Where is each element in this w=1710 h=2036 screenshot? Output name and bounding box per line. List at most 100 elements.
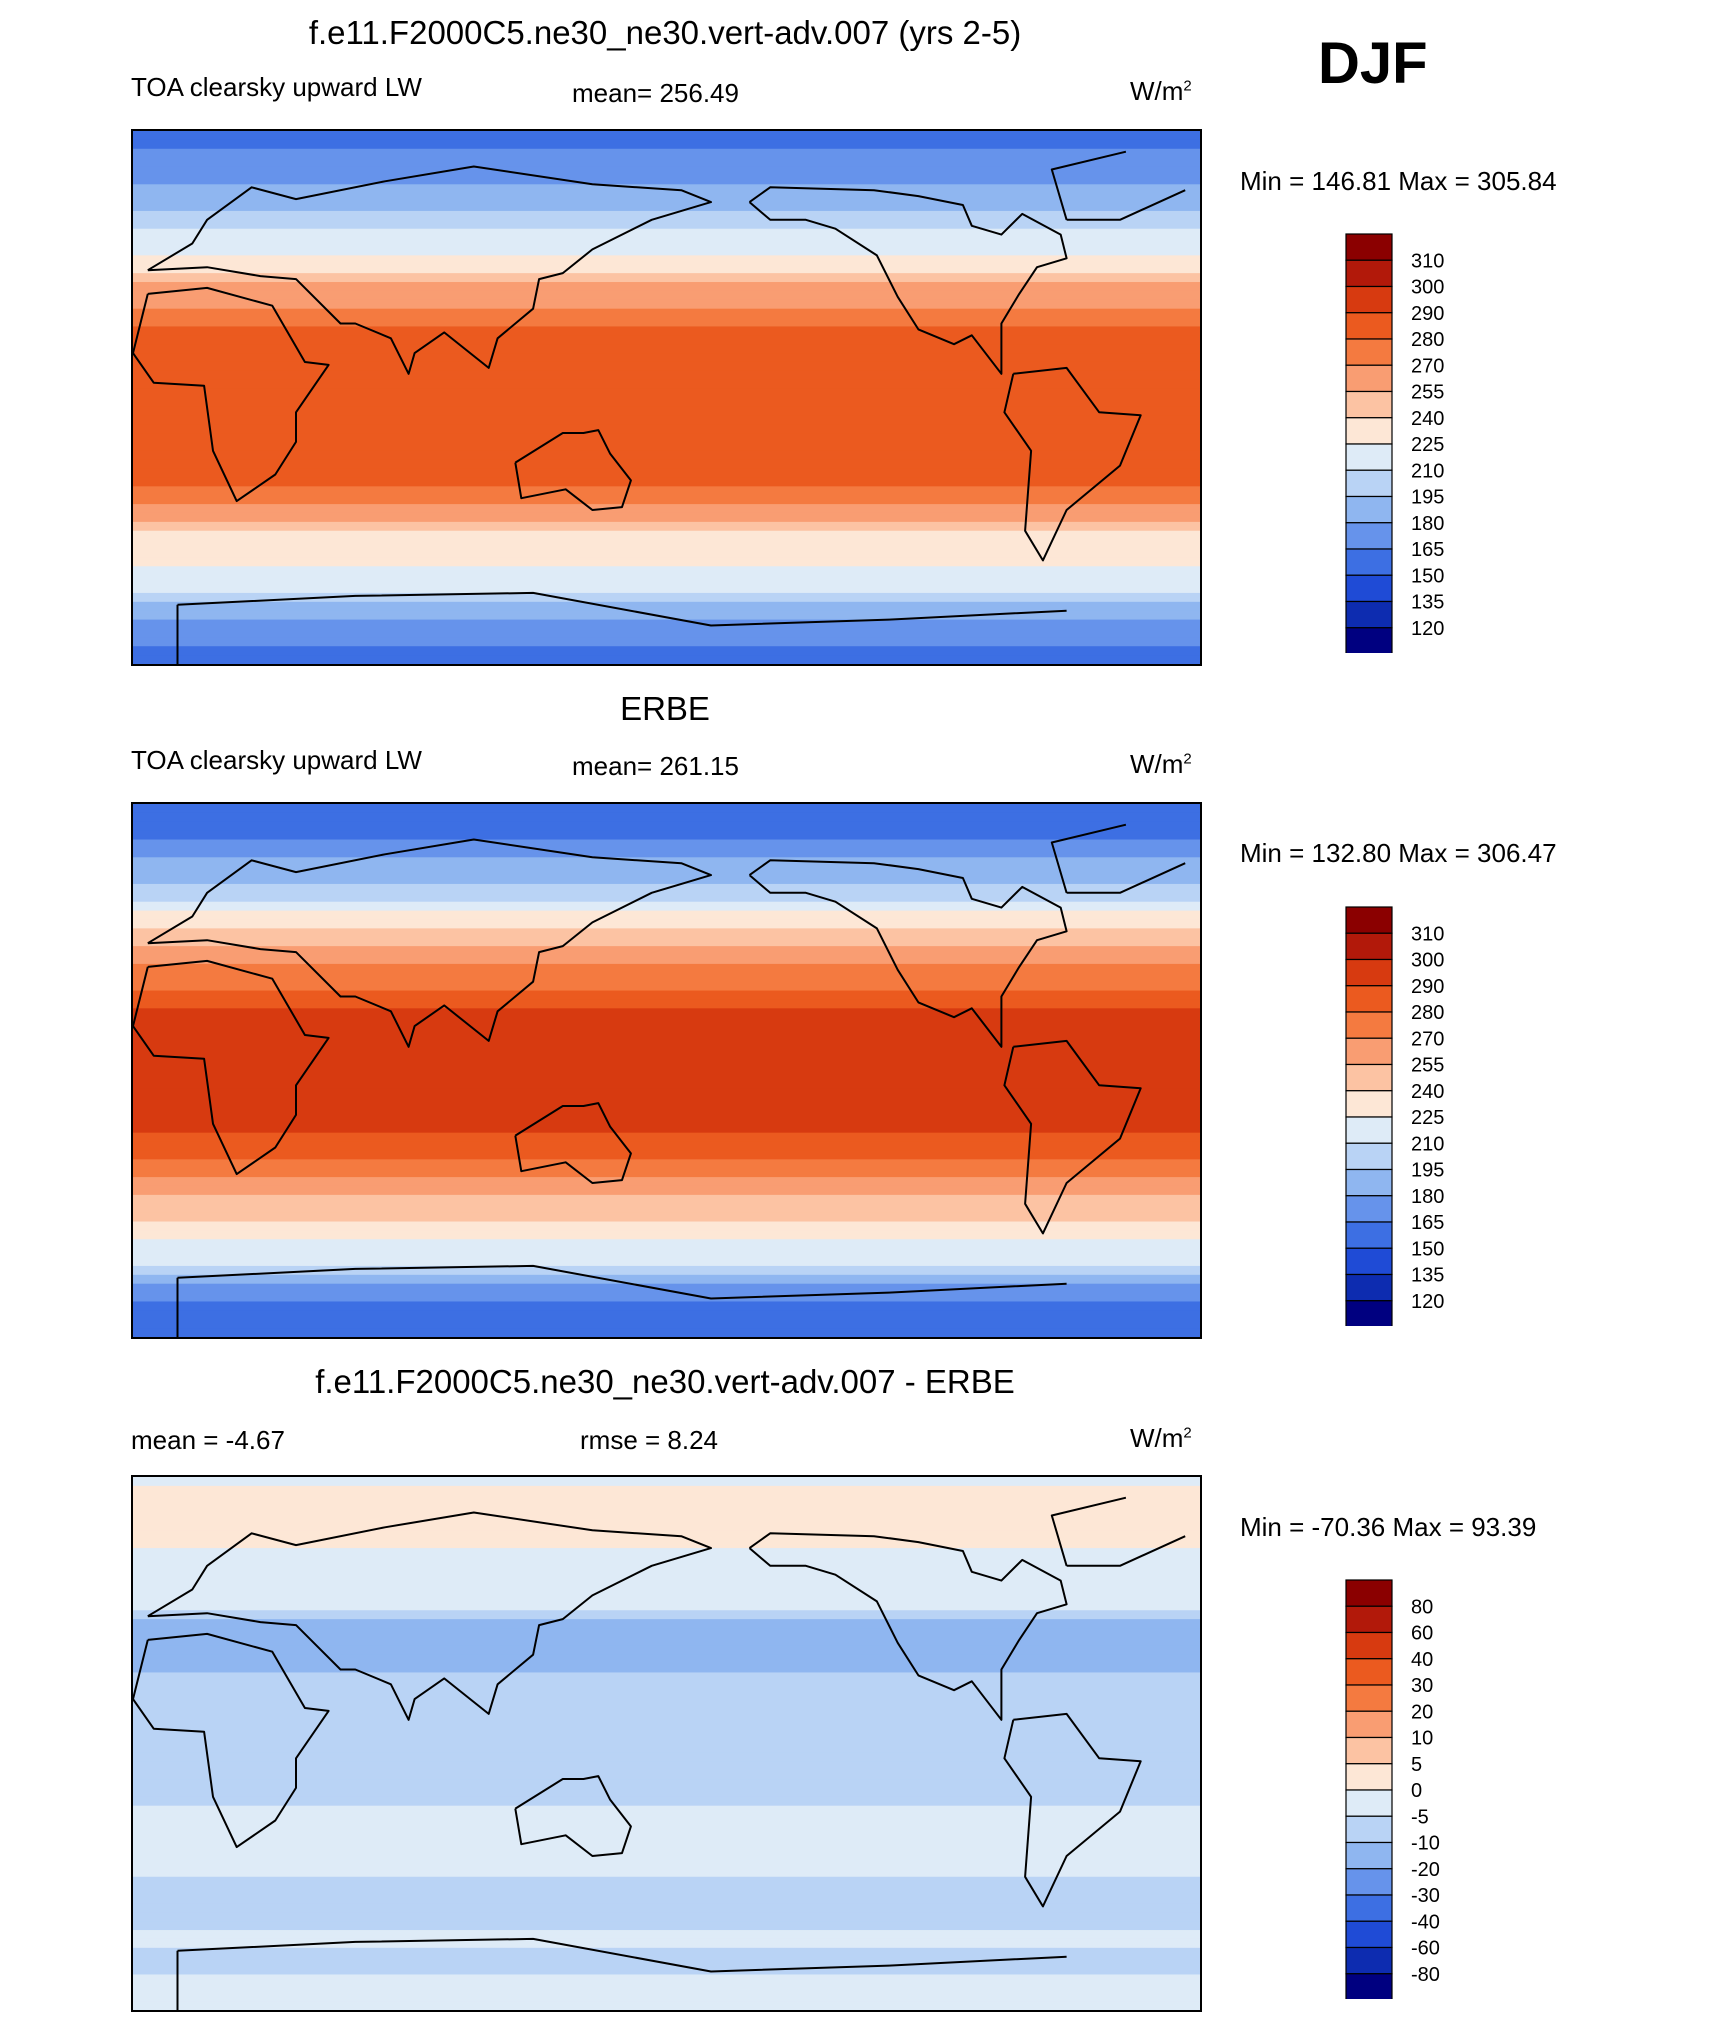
colorbar-tick-label: 150 <box>1411 1238 1444 1260</box>
colorbar-tick-label: 310 <box>1411 250 1444 272</box>
contour-band <box>133 1328 1200 1337</box>
units-exponent: 2 <box>1183 1424 1192 1442</box>
colorbar-box <box>1345 627 1393 655</box>
colorbar-box <box>1345 233 1393 261</box>
contour-band <box>133 139 1200 150</box>
contour-band <box>133 1699 1200 1709</box>
colorbar-tick-label: 5 <box>1411 1754 1422 1776</box>
contour-band <box>133 1779 1200 1789</box>
contour-band <box>133 282 1200 292</box>
colorbar-box <box>1345 1631 1393 1660</box>
coastline <box>1050 1496 1186 1567</box>
contour-band <box>133 955 1200 965</box>
colorbar-tick-label: 165 <box>1411 539 1444 561</box>
contour-band <box>133 1894 1200 1904</box>
panel-2-mean: mean= 261.15 <box>572 751 739 781</box>
colorbar-tick-label: -30 <box>1411 1885 1440 1907</box>
contour-band <box>133 1194 1200 1205</box>
colorbar-tick-label: -60 <box>1411 1938 1440 1960</box>
contour-band <box>133 441 1200 452</box>
contour-band <box>133 592 1200 603</box>
contour-band <box>133 1912 1200 1922</box>
coastline <box>1050 823 1186 894</box>
panel-1-colorbar-svg: 310 300 290 280 270 255 240 225 210 195 180 165 150 1… <box>1345 233 1444 655</box>
contour-band <box>133 1141 1200 1152</box>
contour-band <box>133 388 1200 399</box>
contour-band <box>133 548 1200 558</box>
contour-band <box>133 910 1200 921</box>
units-base: W/m <box>1130 76 1184 106</box>
colorbar-tick-label: 255 <box>1411 1055 1444 1077</box>
contour-band <box>133 1583 1200 1594</box>
panel-2-left-label: TOA clearsky upward LW <box>131 745 422 775</box>
contour-band <box>133 299 1200 310</box>
contour-band <box>133 1823 1200 1833</box>
contour-band <box>133 1992 1200 2002</box>
contour-band <box>133 981 1200 992</box>
colorbar-box <box>1345 1090 1393 1118</box>
colorbar-tick-label: -80 <box>1411 1964 1440 1986</box>
contour-band <box>133 999 1200 1009</box>
coastline <box>1003 1039 1142 1235</box>
contour-band <box>133 1796 1200 1807</box>
contour-band <box>133 919 1200 929</box>
coastline <box>147 838 712 1048</box>
contour-band <box>133 433 1200 443</box>
contour-band <box>133 1930 1200 1940</box>
contour-band <box>133 990 1200 1001</box>
colorbar-box <box>1345 548 1393 576</box>
contour-band <box>133 131 1200 141</box>
contour-band <box>133 1257 1200 1267</box>
contour-band <box>133 1503 1200 1514</box>
contour-band <box>133 370 1200 381</box>
coastline <box>1003 366 1142 562</box>
contour-band <box>133 619 1200 630</box>
contour-band <box>133 1947 1200 1958</box>
contour-band <box>133 1743 1200 1753</box>
contour-band <box>133 1850 1200 1860</box>
contour-band <box>133 406 1200 416</box>
colorbar-tick-label: 80 <box>1411 1596 1433 1618</box>
contour-band <box>133 379 1200 390</box>
contour-band <box>133 1026 1200 1036</box>
units-base: W/m <box>1130 749 1184 779</box>
colorbar-box <box>1345 390 1393 419</box>
colorbar-box <box>1345 1168 1393 1197</box>
colorbar-tick-label: 300 <box>1411 950 1444 972</box>
units-base: W/m <box>1130 1423 1184 1453</box>
colorbar-tick-label: 120 <box>1411 618 1444 640</box>
panel-3-rmse: rmse = 8.24 <box>580 1425 719 1455</box>
colorbar-box <box>1345 1868 1393 1896</box>
contour-band <box>133 2001 1200 2010</box>
contour-band <box>133 1301 1200 1311</box>
panel-1-minmax: Min = 146.81 Max = 305.84 <box>1240 166 1557 196</box>
contour-band <box>133 821 1200 832</box>
colorbar-tick-label: 30 <box>1411 1675 1433 1697</box>
colorbar-box <box>1345 522 1393 550</box>
contour-band <box>133 1787 1200 1798</box>
colorbar-tick-label: 40 <box>1411 1649 1433 1671</box>
colorbar-box <box>1345 1684 1393 1712</box>
contour-band <box>133 1017 1200 1027</box>
colorbar-tick-label: 120 <box>1411 1291 1444 1313</box>
colorbar-box <box>1345 1736 1393 1765</box>
colorbar-tick-label: -20 <box>1411 1859 1440 1881</box>
contour-band <box>133 1265 1200 1276</box>
colorbar-tick-label: 225 <box>1411 434 1444 456</box>
colorbar-box <box>1345 417 1393 445</box>
colorbar-box <box>1345 1658 1393 1686</box>
contour-band <box>133 601 1200 612</box>
colorbar-tick-label: 240 <box>1411 408 1444 430</box>
contour-band <box>133 202 1200 212</box>
contour-band <box>133 317 1200 328</box>
panel-3-map <box>131 1475 1202 2012</box>
contour-band <box>133 219 1200 230</box>
colorbar-tick-label: -10 <box>1411 1833 1440 1855</box>
colorbar-box <box>1345 1946 1393 1975</box>
colorbar-box <box>1345 259 1393 288</box>
contour-band <box>133 946 1200 956</box>
contour-band <box>133 610 1200 621</box>
colorbar-box <box>1345 1841 1393 1870</box>
contour-band <box>133 1725 1200 1736</box>
contour-band <box>133 1494 1200 1505</box>
